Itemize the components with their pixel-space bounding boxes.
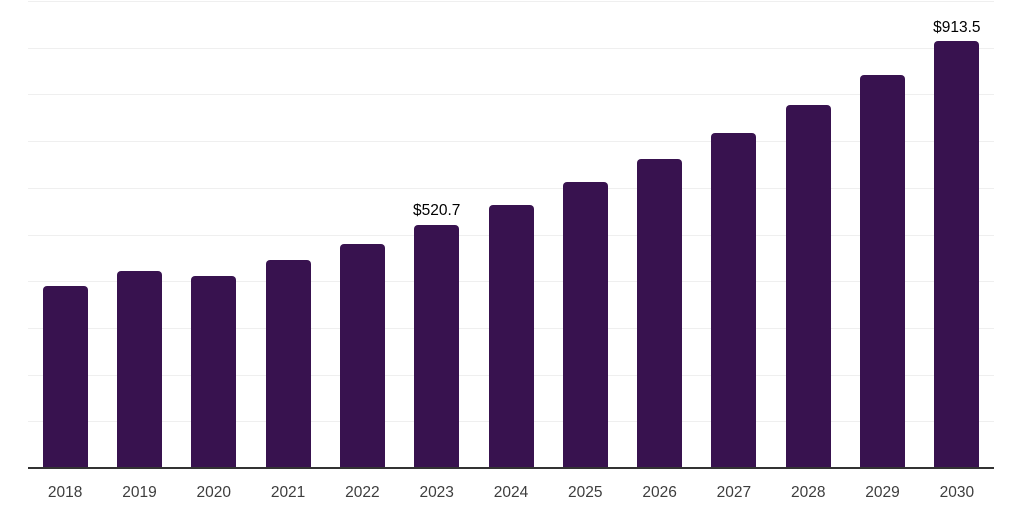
x-tick-2030: 2030 (939, 484, 975, 501)
x-tick-2021: 2021 (270, 484, 306, 501)
x-tick-2028: 2028 (790, 484, 826, 501)
bar-2018 (42, 285, 88, 468)
value-label-2023: $520.7 (412, 202, 461, 220)
x-tick-2022: 2022 (345, 484, 380, 501)
bar-2022 (339, 243, 385, 468)
value-label-2030: $913.5 (933, 18, 981, 36)
x-tick-2024: 2024 (493, 484, 529, 501)
bar-2029 (860, 74, 906, 468)
bar-2026 (637, 158, 683, 468)
bar-2019 (116, 271, 162, 468)
bar-2024 (488, 204, 534, 468)
bar-2030 (934, 41, 980, 468)
x-tick-2020: 2020 (196, 484, 232, 501)
x-axis-line (28, 467, 994, 469)
bar-2021 (265, 259, 311, 468)
bar-2028 (785, 105, 831, 468)
x-tick-2019: 2019 (122, 484, 157, 501)
x-tick-2025: 2025 (568, 484, 603, 501)
bar-2025 (562, 182, 608, 468)
x-tick-2018: 2018 (47, 484, 83, 501)
plot-area: $520.7 $913.5 (28, 0, 994, 469)
gridline-700 (28, 141, 994, 143)
gridline-800 (28, 94, 994, 96)
gridline-1000 (28, 1, 994, 2)
x-tick-2026: 2026 (642, 484, 677, 501)
x-tick-2029: 2029 (865, 484, 900, 501)
x-tick-2027: 2027 (716, 484, 752, 501)
bar-2027 (711, 133, 757, 468)
gridline-900 (28, 47, 994, 49)
bar-2023 (414, 224, 460, 468)
gridline-600 (28, 187, 994, 189)
bar-2020 (191, 276, 237, 468)
x-tick-2023: 2023 (419, 484, 454, 501)
